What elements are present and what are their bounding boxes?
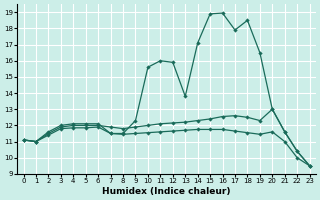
X-axis label: Humidex (Indice chaleur): Humidex (Indice chaleur): [102, 187, 231, 196]
